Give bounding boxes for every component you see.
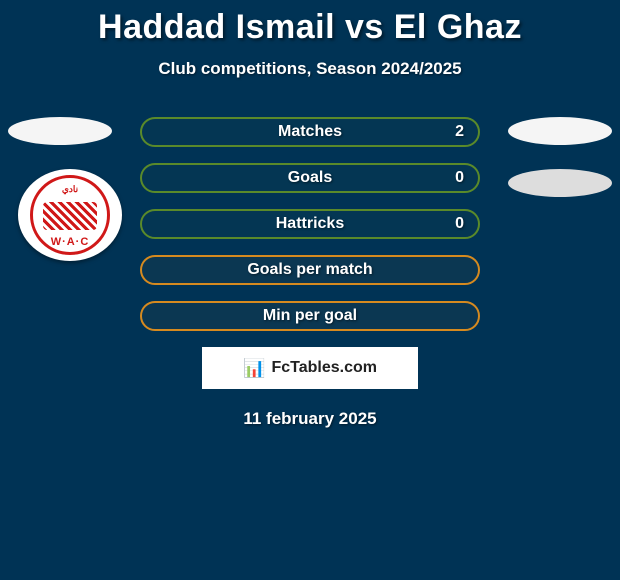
- club-logo-pattern: [43, 202, 97, 230]
- player-right-pill-1: [508, 117, 612, 145]
- attribution-text: FcTables.com: [271, 359, 377, 377]
- stat-label: Hattricks: [276, 215, 344, 233]
- stat-label: Goals: [288, 169, 332, 187]
- stat-row-min-per-goal: Min per goal: [140, 301, 480, 331]
- stat-value: 0: [455, 169, 464, 187]
- player-left-pill: [8, 117, 112, 145]
- date-label: 11 february 2025: [0, 409, 620, 429]
- club-logo-inner: نادي W·A·C: [30, 175, 110, 255]
- page-title: Haddad Ismail vs El Ghaz: [0, 0, 620, 47]
- stat-value: 0: [455, 215, 464, 233]
- stat-label: Min per goal: [263, 307, 357, 325]
- stat-label: Matches: [278, 123, 342, 141]
- stat-row-goals-per-match: Goals per match: [140, 255, 480, 285]
- subtitle: Club competitions, Season 2024/2025: [0, 59, 620, 79]
- stat-row-goals: Goals 0: [140, 163, 480, 193]
- stat-row-matches: Matches 2: [140, 117, 480, 147]
- attribution-badge: 📊 FcTables.com: [202, 347, 418, 389]
- club-logo-abbrev: W·A·C: [33, 236, 107, 248]
- stat-label: Goals per match: [247, 261, 372, 279]
- stat-value: 2: [455, 123, 464, 141]
- stats-container: نادي W·A·C Matches 2 Goals 0 Hattricks 0…: [0, 117, 620, 429]
- chart-icon: 📊: [243, 358, 265, 379]
- stat-row-hattricks: Hattricks 0: [140, 209, 480, 239]
- club-logo-arabic: نادي: [33, 184, 107, 195]
- player-right-pill-2: [508, 169, 612, 197]
- club-logo: نادي W·A·C: [18, 169, 122, 261]
